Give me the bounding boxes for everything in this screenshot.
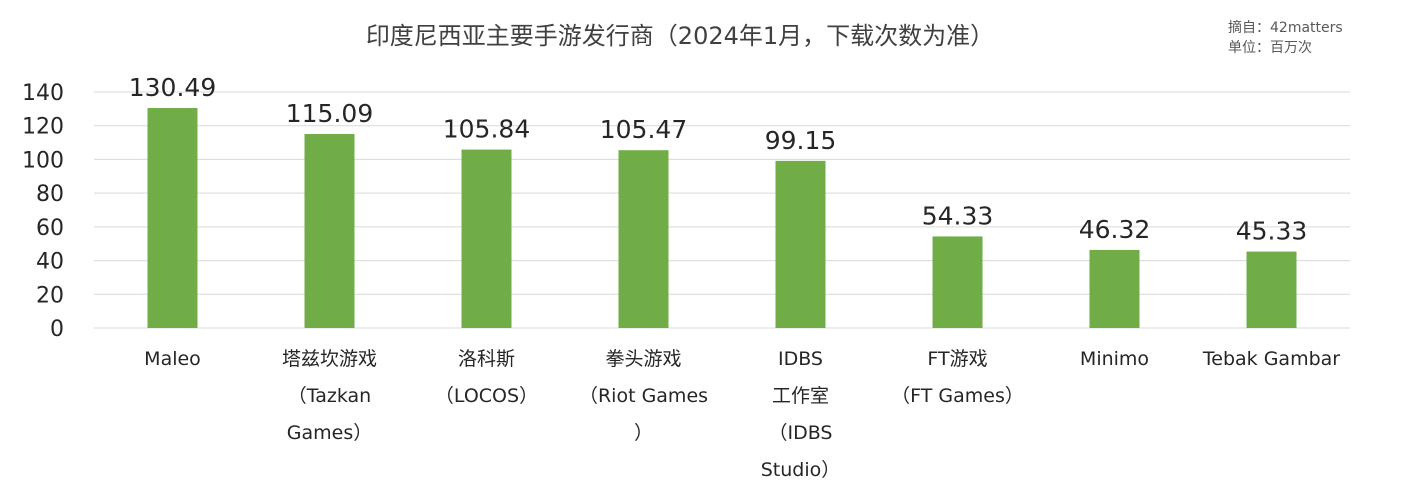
y-tick-label: 40 [36, 250, 64, 275]
y-tick-label: 20 [36, 283, 64, 308]
data-label: 105.47 [600, 115, 687, 144]
y-tick-label: 120 [22, 115, 64, 140]
x-tick-label: 洛科斯 [458, 348, 515, 370]
bars [147, 108, 1297, 328]
data-label: 130.49 [129, 73, 216, 102]
data-label: 46.32 [1079, 215, 1151, 244]
x-tick-label: Studio） [761, 459, 841, 481]
bar [147, 108, 198, 328]
x-tick-label: （Riot Games [579, 385, 708, 407]
data-label: 105.84 [443, 115, 530, 144]
bar [304, 133, 355, 328]
y-tick-label: 60 [36, 216, 64, 241]
y-axis-ticks: 0 20 40 60 80 100 120 140 [22, 81, 64, 342]
bar [775, 160, 826, 328]
x-axis-labels: Maleo 塔兹坎游戏 （Tazkan Games） 洛科斯 （LOCOS） 拳头游戏 （Ri… [144, 348, 1340, 481]
bar [618, 150, 669, 328]
x-tick-label: Games） [287, 422, 372, 444]
x-tick-label: 拳头游戏 [605, 348, 681, 370]
x-tick-label: ） [634, 422, 653, 444]
bar [461, 149, 512, 328]
x-tick-label: 塔兹坎游戏 [282, 348, 377, 370]
x-tick-label: （LOCOS） [435, 385, 538, 407]
y-tick-label: 100 [22, 148, 64, 173]
x-tick-label: （FT Games） [891, 385, 1024, 407]
x-tick-label: FT游戏 [927, 348, 987, 370]
bar [1089, 249, 1140, 328]
y-tick-label: 0 [50, 317, 64, 342]
y-tick-label: 140 [22, 81, 64, 106]
source-line-2: 单位：百万次 [1228, 40, 1312, 56]
bar [932, 236, 983, 328]
data-label: 54.33 [922, 201, 994, 230]
y-tick-label: 80 [36, 182, 64, 207]
x-tick-label: （Tazkan [288, 385, 371, 407]
x-tick-label: （IDBS [769, 422, 833, 444]
bar [1246, 251, 1297, 328]
x-tick-label: IDBS [778, 348, 823, 370]
data-labels: 130.49 115.09 105.84 105.47 99.15 54.33 46.32 4… [129, 73, 1308, 246]
gridlines [94, 91, 1350, 329]
chart-title: 印度尼西亚主要手游发行商（2024年1月，下载次数为准） [366, 22, 994, 50]
data-label: 99.15 [765, 126, 837, 155]
x-tick-label: 工作室 [772, 385, 829, 407]
data-label: 115.09 [286, 99, 373, 128]
x-tick-label: Minimo [1080, 348, 1149, 370]
x-tick-label: Tebak Gambar [1202, 348, 1340, 370]
source-line-1: 摘自：42matters [1228, 19, 1343, 36]
x-tick-label: Maleo [144, 348, 201, 370]
data-label: 45.33 [1236, 217, 1308, 246]
